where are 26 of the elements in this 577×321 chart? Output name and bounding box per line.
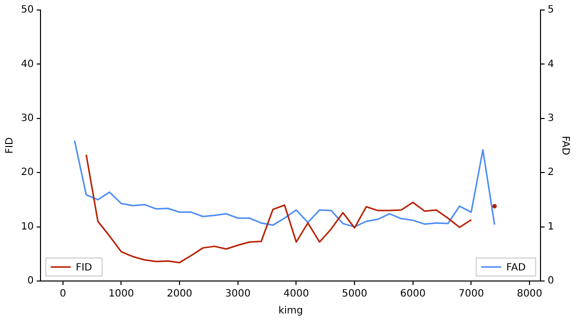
y2-axis-title: FAD <box>559 136 570 156</box>
x-tick-label: 8000 <box>516 288 542 300</box>
x-tick-label: 4000 <box>283 288 309 300</box>
y-tick-label: 20 <box>20 167 34 178</box>
y-tick-label: 40 <box>20 58 34 70</box>
x-axis-title: kimg <box>278 306 304 317</box>
y2-tick-label: 1 <box>548 221 554 232</box>
y-axis-title: FID <box>4 137 16 154</box>
y2-tick-label: 2 <box>548 167 554 178</box>
y2-tick-label: 0 <box>548 276 554 287</box>
y-tick-label: 30 <box>20 112 34 124</box>
x-tick-label: 0 <box>60 288 66 300</box>
x-tick-label: 1000 <box>108 288 134 300</box>
x-tick-label: 6000 <box>400 288 426 300</box>
y-tick-label: 0 <box>27 276 34 287</box>
y2-tick-label: 5 <box>548 4 554 16</box>
x-tick-label: 7000 <box>458 288 484 300</box>
x-tick-label: 2000 <box>166 288 192 300</box>
y2-tick-label: 4 <box>548 58 554 70</box>
x-tick-label: 3000 <box>225 288 251 300</box>
legend-label: FID <box>76 262 92 274</box>
x-tick-label: 5000 <box>342 288 368 300</box>
y-tick-label: 50 <box>20 4 34 16</box>
y2-tick-label: 3 <box>548 112 554 124</box>
legend-label: FAD <box>506 262 526 274</box>
y-tick-label: 10 <box>20 221 34 232</box>
